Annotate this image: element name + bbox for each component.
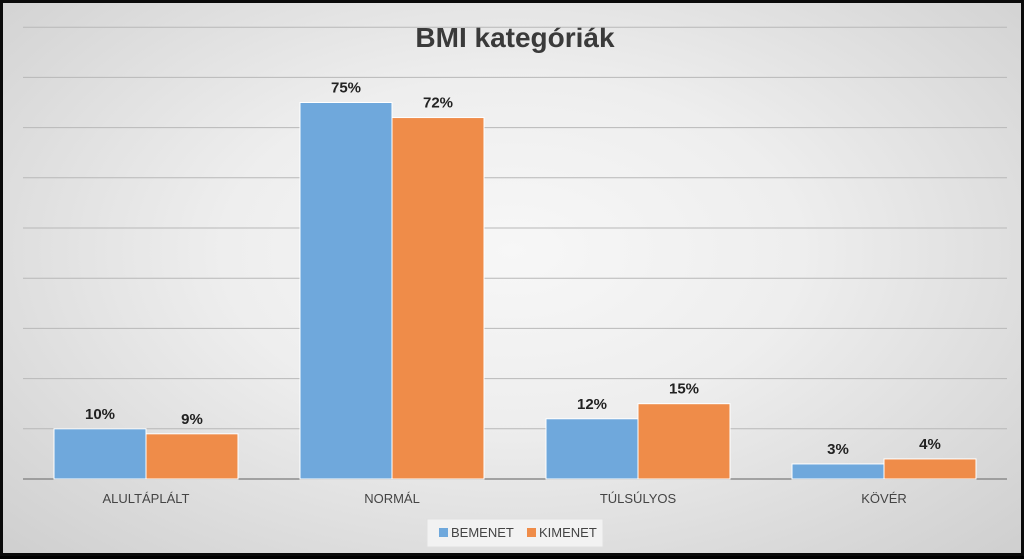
data-label: 15% — [669, 381, 699, 398]
data-label: 3% — [827, 441, 849, 458]
legend: BEMENET KIMENET — [426, 518, 604, 548]
bar-bemenet-1 — [299, 102, 393, 480]
bar-kimenet-2 — [637, 403, 731, 480]
category-label: ALULTÁPLÁLT — [103, 491, 190, 506]
bar-bemenet-2 — [545, 418, 639, 480]
gridlines — [23, 26, 1007, 480]
category-label: NORMÁL — [364, 491, 420, 506]
bar-chart: BMI kategóriák 10% 9% 75% 72% 12% 15% 3% 4% ALU… — [23, 22, 1007, 548]
bar-kimenet-3 — [883, 458, 977, 480]
data-label: 75% — [331, 80, 361, 97]
data-label: 10% — [85, 406, 115, 423]
data-label: 72% — [423, 95, 453, 112]
bar-bemenet-0 — [53, 428, 147, 480]
legend-label-bemenet: BEMENET — [451, 525, 514, 540]
legend-box — [426, 518, 604, 548]
bar-kimenet-1 — [391, 117, 485, 480]
legend-swatch-bemenet — [439, 528, 448, 537]
category-label: TÚLSÚLYOS — [600, 491, 677, 506]
category-labels: ALULTÁPLÁLT NORMÁL TÚLSÚLYOS KÖVÉR — [103, 491, 907, 506]
bars — [53, 102, 977, 480]
data-label: 12% — [577, 396, 607, 413]
data-labels: 10% 9% 75% 72% 12% 15% 3% 4% — [85, 80, 941, 458]
legend-swatch-kimenet — [527, 528, 536, 537]
data-label: 9% — [181, 411, 203, 428]
category-label: KÖVÉR — [861, 491, 907, 506]
legend-label-kimenet: KIMENET — [539, 525, 597, 540]
bar-kimenet-0 — [145, 433, 239, 480]
data-label: 4% — [919, 436, 941, 453]
chart-title: BMI kategóriák — [415, 22, 615, 53]
bar-bemenet-3 — [791, 463, 885, 480]
